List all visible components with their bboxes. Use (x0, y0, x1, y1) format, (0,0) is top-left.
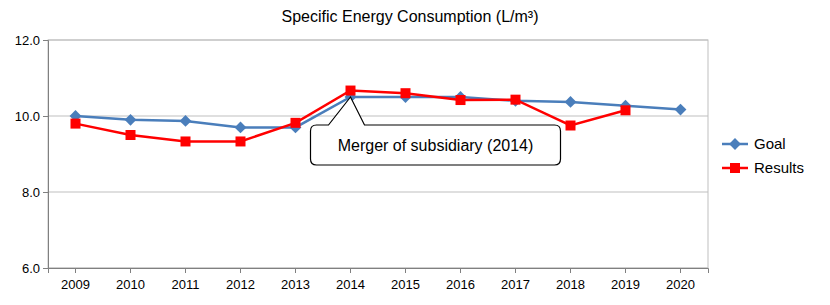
y-tick-mark (43, 192, 48, 193)
y-tick-label: 6.0 (22, 261, 40, 276)
x-tick-label: 2016 (446, 277, 475, 292)
x-tick: 2011 (172, 268, 200, 292)
x-tick-mark (240, 268, 241, 273)
data-point (125, 114, 137, 126)
data-point (346, 86, 356, 96)
x-tick-label: 2013 (281, 277, 310, 292)
x-tick: 2018 (556, 268, 585, 292)
series-line (76, 97, 681, 127)
x-tick-mark (185, 268, 186, 273)
plot-frame (48, 40, 708, 268)
x-tick-label: 2017 (501, 277, 530, 292)
x-tick-label: 2010 (116, 277, 145, 292)
y-tick-label: 10.0 (15, 109, 40, 124)
x-tick: 2016 (446, 268, 475, 292)
legend-item: Results (722, 159, 804, 176)
y-tick: 8.0 (22, 185, 48, 200)
x-tick-mark (130, 268, 131, 273)
x-tick-label: 2018 (556, 277, 585, 292)
y-tick-mark (43, 268, 48, 269)
chart: Specific Energy Consumption (L/m³) 6.0 8.0… (0, 0, 830, 305)
x-tick-mark (625, 268, 626, 273)
x-tick-label: 2014 (336, 277, 365, 292)
x-tick-label: 2011 (172, 277, 200, 292)
x-axis-line (49, 269, 709, 274)
data-point (126, 130, 136, 140)
data-point (181, 136, 191, 146)
x-tick: 2017 (501, 268, 530, 292)
x-tick: 2020 (666, 268, 695, 292)
data-point (401, 88, 411, 98)
legend-marker (729, 138, 741, 150)
y-tick-label: 8.0 (22, 185, 40, 200)
x-tick-label: 2015 (391, 277, 420, 292)
data-point (236, 136, 246, 146)
y-tick-label: 12.0 (15, 33, 40, 48)
x-tick-mark (75, 268, 76, 273)
legend: Goal Results (722, 135, 804, 176)
x-tick: 2012 (226, 268, 255, 292)
grid (48, 40, 708, 268)
legend-marker (730, 163, 740, 173)
annotation-callout (311, 97, 561, 165)
x-tick: 2019 (611, 268, 640, 292)
data-point (621, 105, 631, 115)
data-point (565, 96, 577, 108)
data-point (511, 95, 521, 105)
x-tick-mark (515, 268, 516, 273)
y-tick-mark (43, 116, 48, 117)
annotation-text: Merger of subsidiary (2014) (338, 137, 534, 154)
y-tick: 10.0 (15, 109, 48, 124)
title: Specific Energy Consumption (L/m³) (282, 8, 539, 25)
x-tick: 2015 (391, 268, 420, 292)
x-tick-mark (295, 268, 296, 273)
legend-item: Goal (722, 135, 786, 152)
x-tick-label: 2019 (611, 277, 640, 292)
y-axis-line (43, 41, 49, 269)
x-tick: 2013 (281, 268, 310, 292)
x-tick: 2014 (336, 268, 365, 292)
data-point (180, 115, 192, 127)
data-point (675, 104, 687, 116)
grid-line (48, 192, 708, 193)
x-tick-mark (350, 268, 351, 273)
legend-label: Results (754, 159, 804, 176)
x-tick-mark (405, 268, 406, 273)
y-tick-mark (43, 40, 48, 41)
data-point (71, 119, 81, 129)
data-point (510, 95, 522, 107)
data-point (235, 121, 247, 133)
x-tick-mark (460, 268, 461, 273)
x-tick: 2010 (116, 268, 145, 292)
x-tick-mark (680, 268, 681, 273)
x-tick-label: 2020 (666, 277, 695, 292)
data-point (456, 95, 466, 105)
x-tick: 2009 (61, 268, 90, 292)
y-tick: 12.0 (15, 33, 48, 48)
annotation: Merger of subsidiary (2014) (311, 97, 561, 165)
y-tick: 6.0 (22, 261, 48, 276)
x-axis: 2009 2010 2011 2012 2013 2014 2015 2016 2017 2018… (49, 268, 709, 292)
data-point (566, 121, 576, 131)
y-axis: 6.0 8.0 10.0 12.0 (15, 33, 49, 276)
x-tick-mark (570, 268, 571, 273)
data-point (291, 118, 301, 128)
x-tick-label: 2012 (226, 277, 255, 292)
legend-label: Goal (754, 135, 786, 152)
x-tick-label: 2009 (61, 277, 90, 292)
